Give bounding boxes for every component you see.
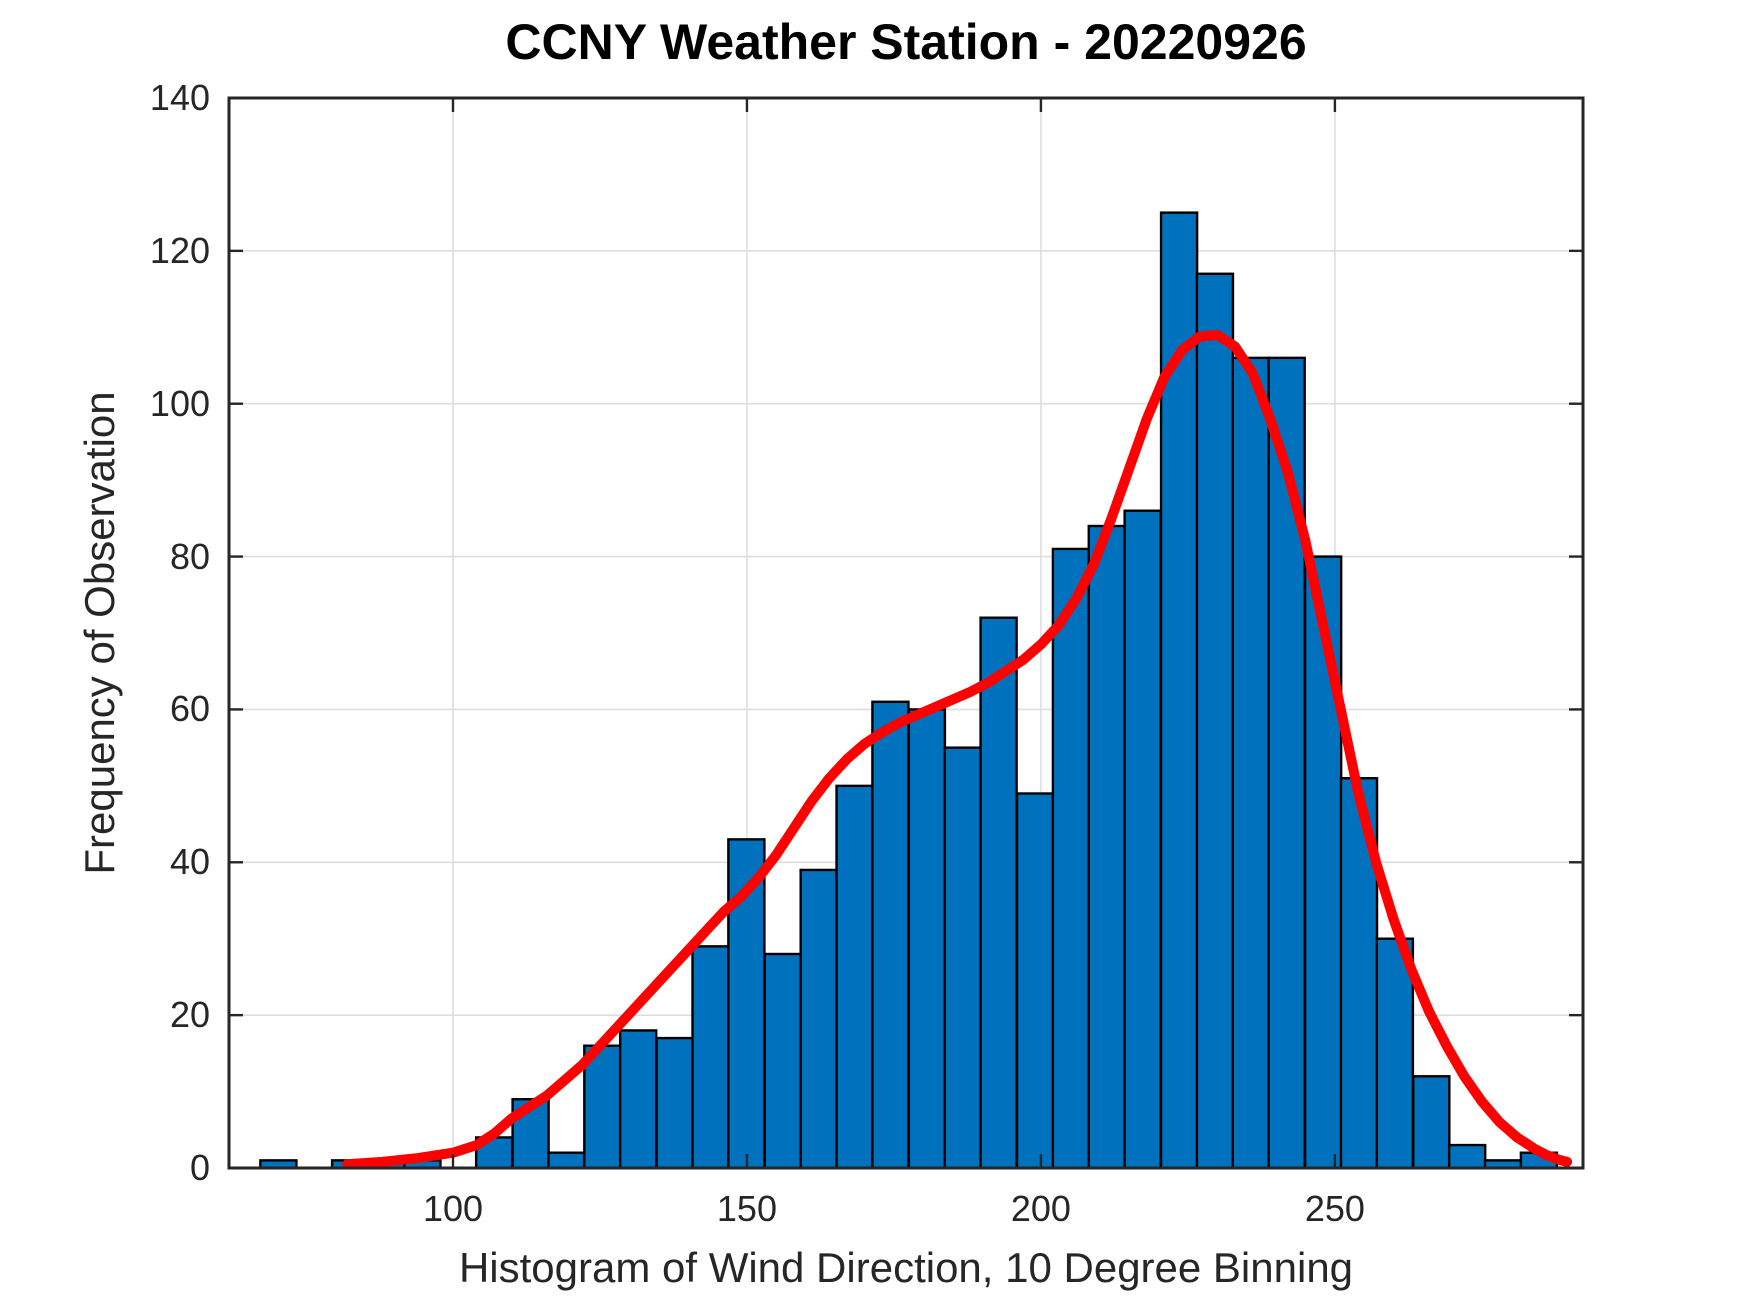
x-axis-label: Histogram of Wind Direction, 10 Degree B…: [458, 1244, 1354, 1291]
density-fit-curve: [342, 329, 1573, 1170]
y-axis-label: Frequency of Observation: [76, 391, 123, 875]
histogram-bar: [763, 952, 803, 1170]
histogram-bar: [799, 868, 838, 1170]
x-tick-label: 100: [422, 1188, 484, 1229]
histogram-bar: [1375, 937, 1415, 1170]
histogram-bar: [979, 616, 1018, 1170]
y-tick-label: 60: [169, 688, 210, 730]
x-tick-label: 150: [716, 1188, 777, 1229]
histogram-bar: [1051, 547, 1091, 1170]
histogram-bar: [1195, 272, 1235, 1170]
y-tick-label: 100: [149, 382, 210, 424]
y-tick-label: 0: [189, 1147, 210, 1188]
chart-title: CCNY Weather Station - 20220926: [505, 14, 1307, 70]
histogram-bar: [547, 1151, 586, 1170]
histogram-bar: [835, 784, 874, 1170]
histogram-bar: [1412, 1075, 1451, 1170]
histogram-bar: [907, 708, 947, 1170]
y-tick-label: 80: [169, 535, 210, 577]
histogram-bar: [1087, 524, 1126, 1170]
histogram-bar: [1159, 211, 1199, 1170]
histogram-bar: [871, 700, 910, 1170]
histogram-bar: [1015, 792, 1055, 1170]
histogram-bar: [691, 945, 730, 1170]
histogram-bar: [1447, 1143, 1487, 1170]
y-tick-label: 20: [169, 994, 210, 1036]
histogram-bar: [655, 1036, 694, 1170]
y-tick-label: 140: [149, 77, 210, 118]
histogram-bar: [618, 1029, 658, 1170]
histogram-bar: [1123, 509, 1162, 1170]
y-tick-label: 40: [169, 841, 210, 883]
y-tick-label: 120: [149, 229, 210, 271]
histogram-bar: [1231, 356, 1271, 1170]
axes-box: [227, 96, 1585, 1170]
histogram-bar: [943, 746, 982, 1170]
x-tick-label: 200: [1010, 1188, 1071, 1229]
histogram-bar: [1267, 356, 1306, 1170]
x-tick-label: 250: [1304, 1188, 1365, 1229]
